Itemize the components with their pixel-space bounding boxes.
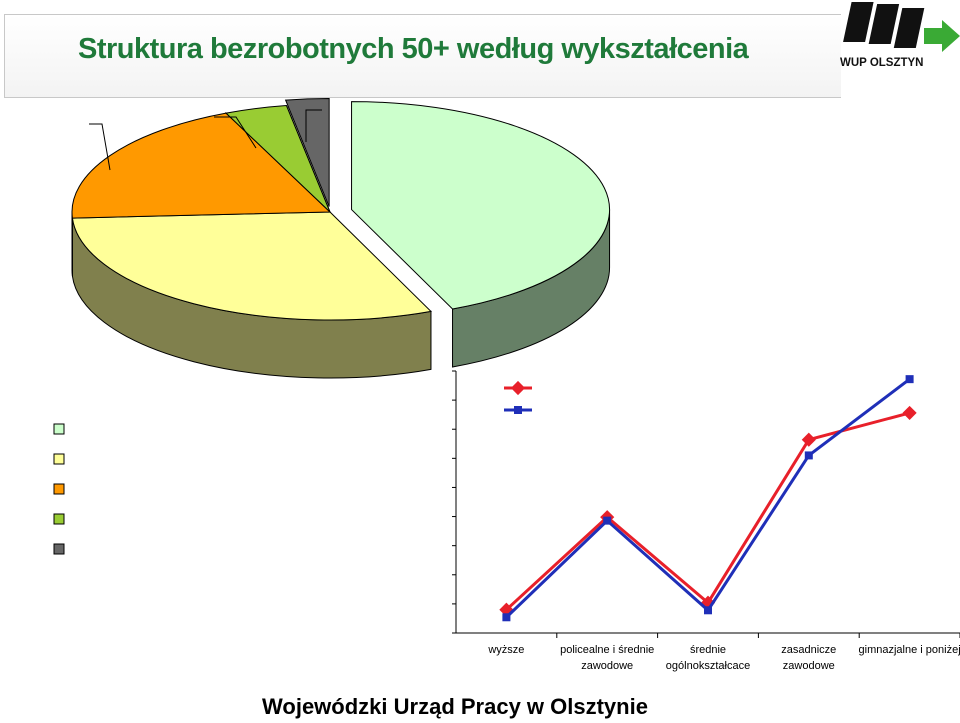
series-marker <box>905 375 914 384</box>
x-tick-label-line: ogólnokształcace <box>666 660 750 672</box>
pie-slice <box>224 105 331 213</box>
series-marker <box>704 606 712 615</box>
series-marker <box>902 405 917 420</box>
x-tick-label-line: średnie <box>690 644 726 656</box>
pie-slice <box>351 101 611 310</box>
pie-legend <box>53 423 65 555</box>
x-tick-label-line: zawodowe <box>783 660 835 672</box>
legend-marker <box>510 380 526 396</box>
legend-swatch <box>53 543 65 555</box>
pie-slice <box>71 211 433 321</box>
x-tick-label: średnie ogólnokształcace <box>666 644 750 672</box>
legend-swatch <box>53 483 65 495</box>
x-tick-label-line: zasadnicze <box>781 644 836 656</box>
pie-leader-line <box>305 109 322 142</box>
legend-swatch <box>53 423 65 435</box>
series-marker <box>603 516 612 525</box>
series-marker <box>801 432 816 447</box>
legend-swatch <box>53 453 65 465</box>
x-tick-label: policealne i średnie zawodowe <box>560 644 654 672</box>
footer-text: Wojewódzki Urząd Pracy w Olsztynie <box>262 694 648 719</box>
legend-swatch <box>53 513 65 525</box>
x-tick-label: wyższe <box>487 644 524 656</box>
x-tick-label-line: zawodowe <box>581 660 633 672</box>
wup-logo: WUP OLSZTYN <box>840 2 960 69</box>
legend-marker <box>514 406 522 414</box>
series-line-warminsko <box>505 377 911 619</box>
title-banner <box>4 14 841 98</box>
logo-text: WUP OLSZTYN <box>840 57 923 69</box>
series-marker <box>804 451 813 460</box>
series-marker <box>502 613 511 622</box>
x-tick-label: zasadnicze zawodowe <box>781 644 836 672</box>
series-line-polska <box>505 411 910 611</box>
pie-chart <box>71 98 611 379</box>
pie-slice <box>284 98 330 207</box>
pie-slice <box>71 112 332 219</box>
x-tick-label: gimnazjalne i poniżej <box>859 644 960 656</box>
page-title: Struktura bezrobotnych 50+ według wykszt… <box>78 33 749 65</box>
pie-leader-line <box>214 116 257 149</box>
line-chart: wyższe policealne i średnie zawodowe średni… <box>452 370 960 672</box>
pie-leader-line <box>89 123 111 171</box>
x-tick-label-line: policealne i średnie <box>560 644 654 656</box>
